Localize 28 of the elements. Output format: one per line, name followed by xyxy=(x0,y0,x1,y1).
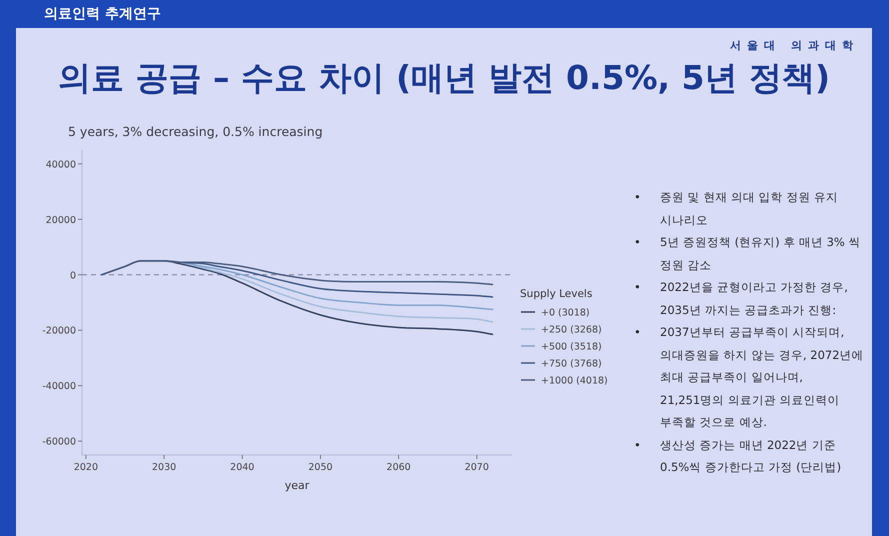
x-tick-label: 2070 xyxy=(464,462,489,473)
y-tick-label: 0 xyxy=(70,270,76,282)
text: • 2037년부터 공급부족이 시작되며, 의대증원을 하지 않는 경우, 2072년에 최대 공급부족이 일어나며, 21,251명의 의료기관 의료인력이 부족할 것으로 예상. xyxy=(634,325,864,429)
x-tick-label: 2050 xyxy=(308,462,333,473)
y-tick-label: -40000 xyxy=(42,381,76,392)
y-tick-label: -60000 xyxy=(42,436,76,448)
y-tick-label: -20000 xyxy=(42,326,76,337)
legend-label: +0 (3018) xyxy=(541,307,590,318)
legend-label: +750 (3768) xyxy=(541,358,602,370)
text: • 생산성 증가는 매년 2022년 기준 0.5%씩 증가한다고 가정 (단리법) xyxy=(634,438,842,474)
y-tick-label: 20000 xyxy=(46,214,76,226)
y-tick-label: 40000 xyxy=(46,159,76,170)
text: 서울대 의과대학 xyxy=(730,38,859,53)
x-tick-label: 2030 xyxy=(152,462,176,473)
x-tick-label: 2020 xyxy=(74,462,98,473)
chart-title: 의료 공급 – 수요 차이 (매년 발전 0.5%, 5년 정책) xyxy=(58,57,830,99)
text: • 5년 증원정책 (현유지) 후 매년 3% 씩 정원 감소 xyxy=(634,235,860,272)
legend-label: +500 (3518) xyxy=(541,341,602,352)
x-tick-label: 2040 xyxy=(230,462,254,473)
chart-subtitle: 5 years, 3% decreasing, 0.5% increasing xyxy=(68,124,323,139)
text: • 증원 및 현재 의대 입학 정원 유지 시나리오 xyxy=(634,190,838,226)
legend-label: +1000 (4018) xyxy=(541,375,608,386)
legend-label: +250 (3268) xyxy=(541,324,602,336)
text: 의료인력 추계연구 xyxy=(44,5,161,23)
x-axis-title: year xyxy=(284,479,310,492)
x-tick-label: 2060 xyxy=(386,462,411,473)
legend-title: Supply Levels xyxy=(520,288,592,300)
text: • 2022년을 균형이라고 가정한 경우, 2035년 까지는 공급초과가 진행: xyxy=(634,280,848,316)
